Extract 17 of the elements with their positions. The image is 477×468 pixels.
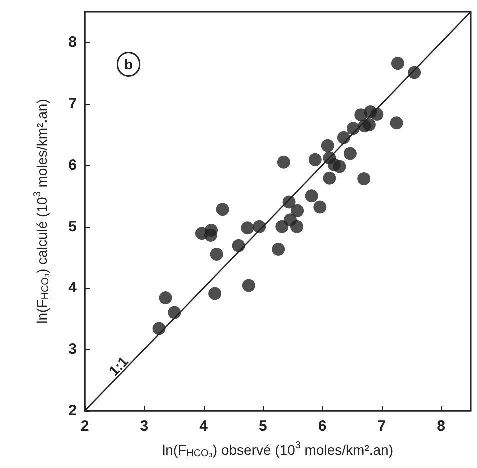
x-tick-label: 6 (318, 418, 327, 435)
x-tick-label: 7 (378, 418, 386, 435)
y-tick-label: 2 (68, 402, 77, 420)
y-tick-label: 4 (68, 280, 78, 297)
x-tick-label: 8 (437, 418, 446, 435)
y-axis-title: ln(FHCO₃) calculé (103 moles/km².an) (32, 99, 52, 324)
y-tick-label: 5 (68, 218, 77, 236)
x-tick-label: 5 (258, 418, 268, 435)
x-tick-label: 3 (140, 418, 149, 435)
y-tick-label: 8 (68, 34, 77, 52)
text: 1:1 (106, 353, 132, 380)
y-tick-label: 6 (68, 156, 77, 174)
y-tick-label: 3 (68, 341, 77, 358)
y-tick-label: 7 (68, 96, 77, 113)
annotation: b (124, 56, 134, 72)
x-tick-label: 2 (80, 418, 90, 435)
x-tick-label: 4 (200, 418, 209, 435)
